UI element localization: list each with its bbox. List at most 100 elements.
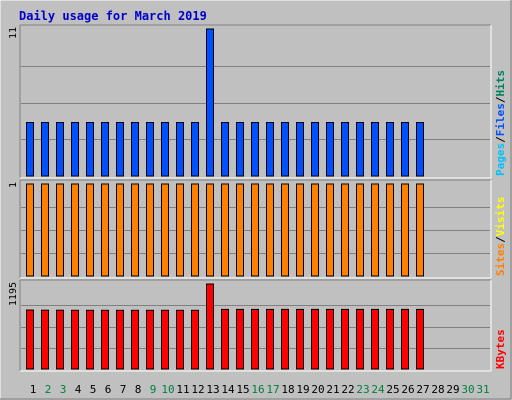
bar-sites: [296, 183, 304, 277]
bar-kbytes: [161, 309, 169, 370]
bar-files: [41, 122, 49, 177]
bar-files: [71, 122, 79, 177]
x-tick-label: 3: [60, 383, 67, 396]
x-tick-label: 24: [371, 383, 385, 396]
chart-title: Daily usage for March 2019: [19, 9, 207, 23]
x-tick-label: 19: [296, 383, 309, 396]
bar-sites: [416, 183, 424, 277]
x-tick-label: 29: [446, 383, 459, 396]
x-tick-label: 23: [356, 383, 369, 396]
bar-files: [356, 122, 364, 177]
bar-kbytes: [266, 308, 274, 370]
bar-kbytes: [416, 308, 424, 370]
bar-files: [341, 122, 349, 177]
legend-visits-sites: Sites/Visits: [494, 197, 507, 277]
bar-files: [371, 122, 379, 177]
bar-files: [206, 28, 214, 177]
bar-kbytes: [146, 309, 154, 370]
legend-entry: /: [494, 236, 507, 243]
bar-kbytes: [371, 308, 379, 370]
bar-kbytes: [356, 308, 364, 370]
bar-sites: [266, 183, 274, 277]
bar-kbytes: [26, 309, 34, 370]
x-tick-label: 9: [150, 383, 157, 396]
bar-sites: [116, 183, 124, 277]
legend-entry: Files: [494, 103, 507, 136]
bar-kbytes: [131, 309, 139, 370]
bar-files: [401, 122, 409, 177]
x-tick-label: 8: [135, 383, 142, 396]
bar-sites: [356, 183, 364, 277]
bar-sites: [191, 183, 199, 277]
x-tick-label: 27: [416, 383, 429, 396]
bar-sites: [401, 183, 409, 277]
bar-files: [116, 122, 124, 177]
x-tick-label: 1: [30, 383, 37, 396]
bar-files: [191, 122, 199, 177]
x-tick-label: 13: [206, 383, 219, 396]
bar-files: [26, 122, 34, 177]
x-tick-label: 10: [161, 383, 174, 396]
bar-kbytes: [101, 309, 109, 370]
bar-kbytes: [251, 308, 259, 370]
bar-files: [311, 122, 319, 177]
bar-files: [236, 122, 244, 177]
bar-sites: [371, 183, 379, 277]
bar-files: [266, 122, 274, 177]
y-max-label: 1195: [8, 282, 19, 306]
x-tick-label: 14: [221, 383, 235, 396]
bar-kbytes: [311, 308, 319, 370]
bar-files: [251, 122, 259, 177]
bar-sites: [161, 183, 169, 277]
bar-sites: [221, 183, 229, 277]
x-tick-label: 11: [176, 383, 189, 396]
bar-files: [296, 122, 304, 177]
bar-kbytes: [56, 309, 64, 370]
x-tick-label: 6: [105, 383, 112, 396]
bar-sites: [251, 183, 259, 277]
bar-kbytes: [326, 308, 334, 370]
bar-sites: [206, 183, 214, 277]
bar-kbytes: [191, 309, 199, 370]
bar-sites: [131, 183, 139, 277]
legend-entry: /: [494, 96, 507, 103]
x-tick-label: 12: [191, 383, 204, 396]
bar-kbytes: [86, 309, 94, 370]
bar-sites: [86, 183, 94, 277]
bar-kbytes: [206, 283, 214, 370]
x-axis-labels: 1 2 3 4 5 6 7 8 9 10 11 12 13 14 15 16 17 18 19 20 21 22 23 24 2…: [30, 383, 490, 396]
bar-kbytes: [41, 309, 49, 370]
bar-files: [386, 122, 394, 177]
x-tick-label: 21: [326, 383, 339, 396]
bar-files: [281, 122, 289, 177]
bar-files: [326, 122, 334, 177]
x-tick-label: 2: [45, 383, 52, 396]
bar-kbytes: [341, 308, 349, 370]
x-tick-label: 30: [461, 383, 474, 396]
bar-sites: [41, 183, 49, 277]
y-max-label: 1: [8, 182, 19, 188]
x-tick-label: 7: [120, 383, 127, 396]
bar-sites: [281, 183, 289, 277]
bar-sites: [146, 183, 154, 277]
bar-kbytes: [401, 308, 409, 370]
panel-visits-sites: 1 Sites/Visits: [8, 179, 507, 279]
bar-sites: [326, 183, 334, 277]
x-tick-label: 28: [431, 383, 444, 396]
x-tick-label: 17: [266, 383, 279, 396]
bar-sites: [56, 183, 64, 277]
x-tick-label: 16: [251, 383, 264, 396]
legend-entry: Sites: [494, 243, 507, 276]
bar-kbytes: [221, 308, 229, 370]
bar-files: [56, 122, 64, 177]
bar-files: [146, 122, 154, 177]
bar-files: [176, 122, 184, 177]
bar-sites: [386, 183, 394, 277]
bar-sites: [101, 183, 109, 277]
x-tick-label: 22: [341, 383, 354, 396]
bar-sites: [236, 183, 244, 277]
bar-sites: [71, 183, 79, 277]
bar-sites: [26, 183, 34, 277]
